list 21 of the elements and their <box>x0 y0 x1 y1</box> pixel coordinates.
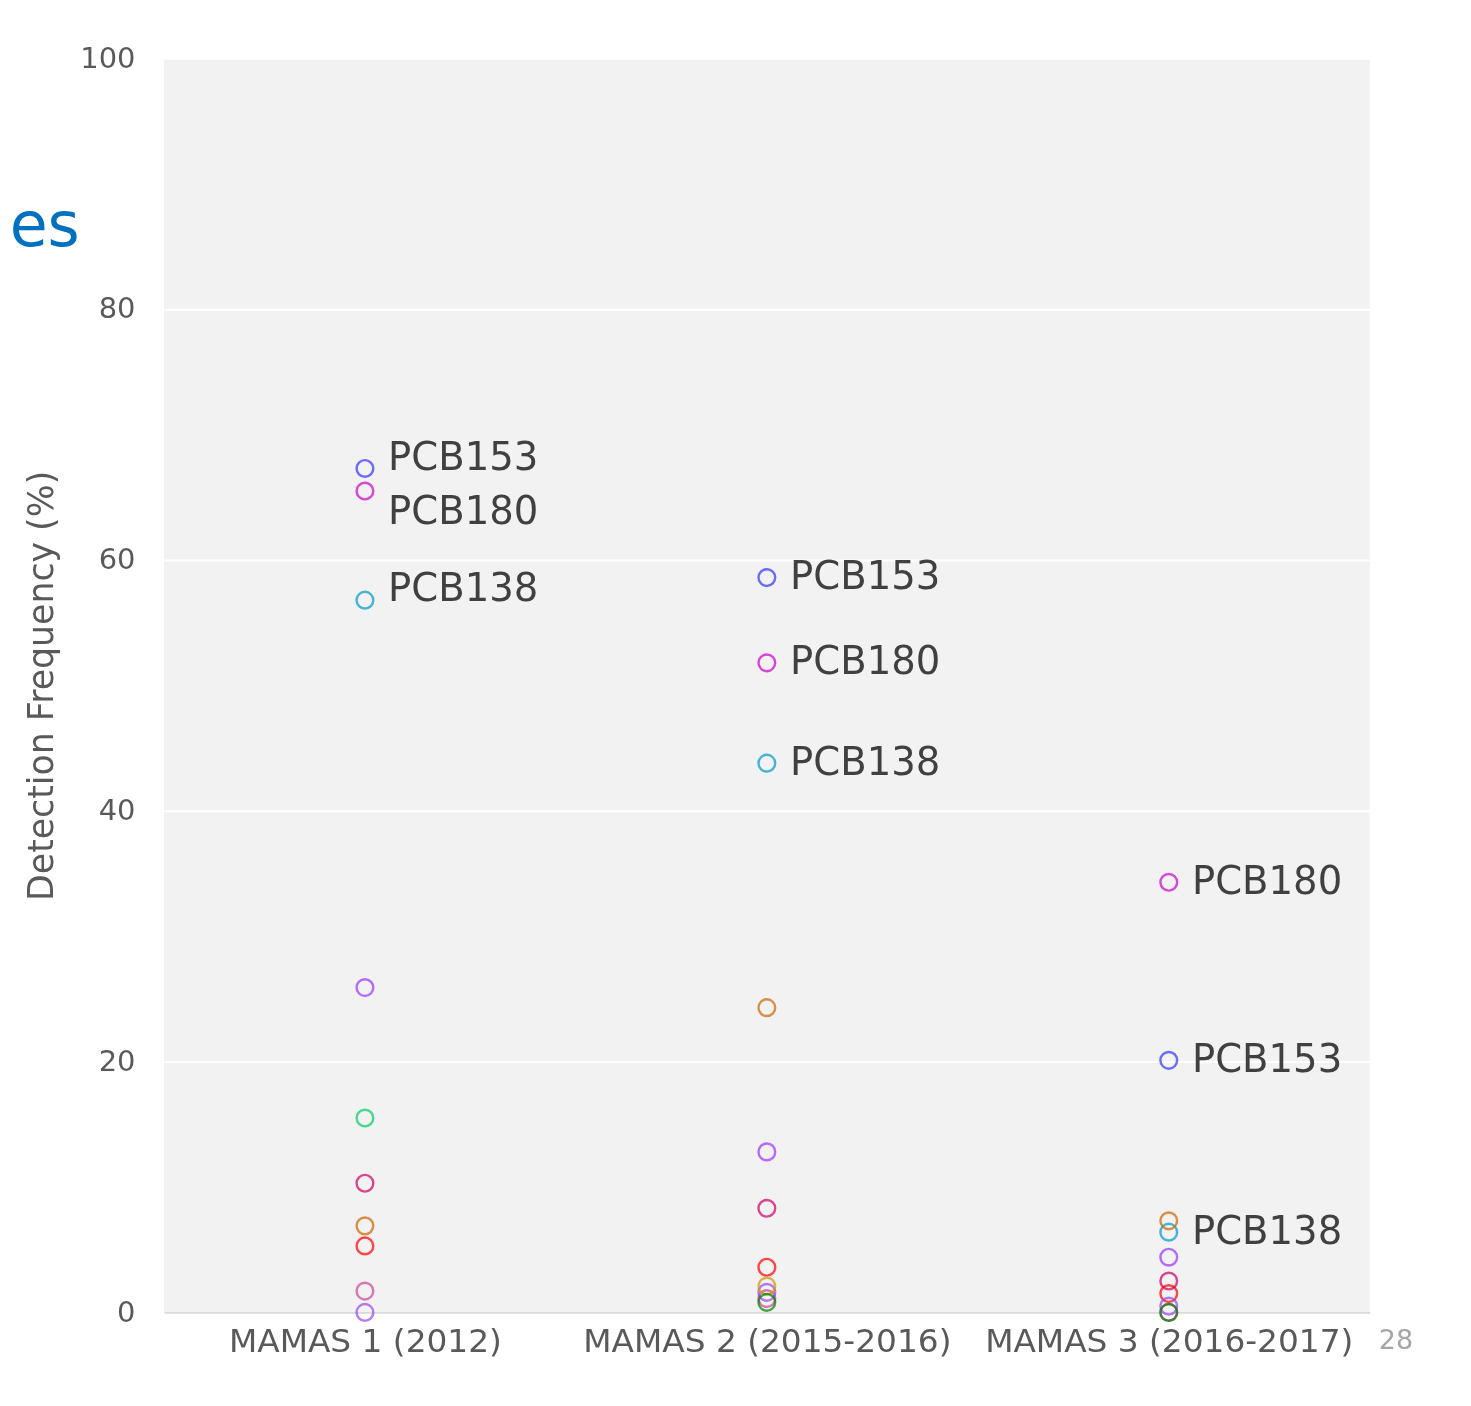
annotation: PCB153 <box>790 553 941 599</box>
y-tick-label: 0 <box>117 1294 136 1329</box>
y-axis-title: Detection Frequency (%) <box>21 470 62 901</box>
y-tick-label: 20 <box>98 1043 136 1078</box>
y-tick-label: 40 <box>98 792 136 827</box>
y-tick-label: 60 <box>98 542 136 577</box>
annotation: PCB180 <box>1191 857 1343 903</box>
x-tick-label: MAMAS 1 (2012) <box>228 1322 502 1361</box>
text: es <box>9 188 80 261</box>
annotation: PCB180 <box>790 638 941 684</box>
annotation: PCB138 <box>388 565 539 611</box>
x-tick-label: MAMAS 2 (2015-2016) <box>583 1322 952 1361</box>
annotation: PCB138 <box>790 738 941 784</box>
y-tick-label: 80 <box>98 291 136 326</box>
annotation: PCB153 <box>1191 1035 1343 1081</box>
text: 28 <box>1378 1324 1414 1356</box>
y-tick-label: 100 <box>80 40 136 75</box>
annotation: PCB153 <box>388 433 539 479</box>
annotation: PCB138 <box>1191 1207 1343 1253</box>
x-tick-label: MAMAS 3 (2016-2017) <box>985 1322 1354 1361</box>
annotation: PCB180 <box>388 487 539 533</box>
